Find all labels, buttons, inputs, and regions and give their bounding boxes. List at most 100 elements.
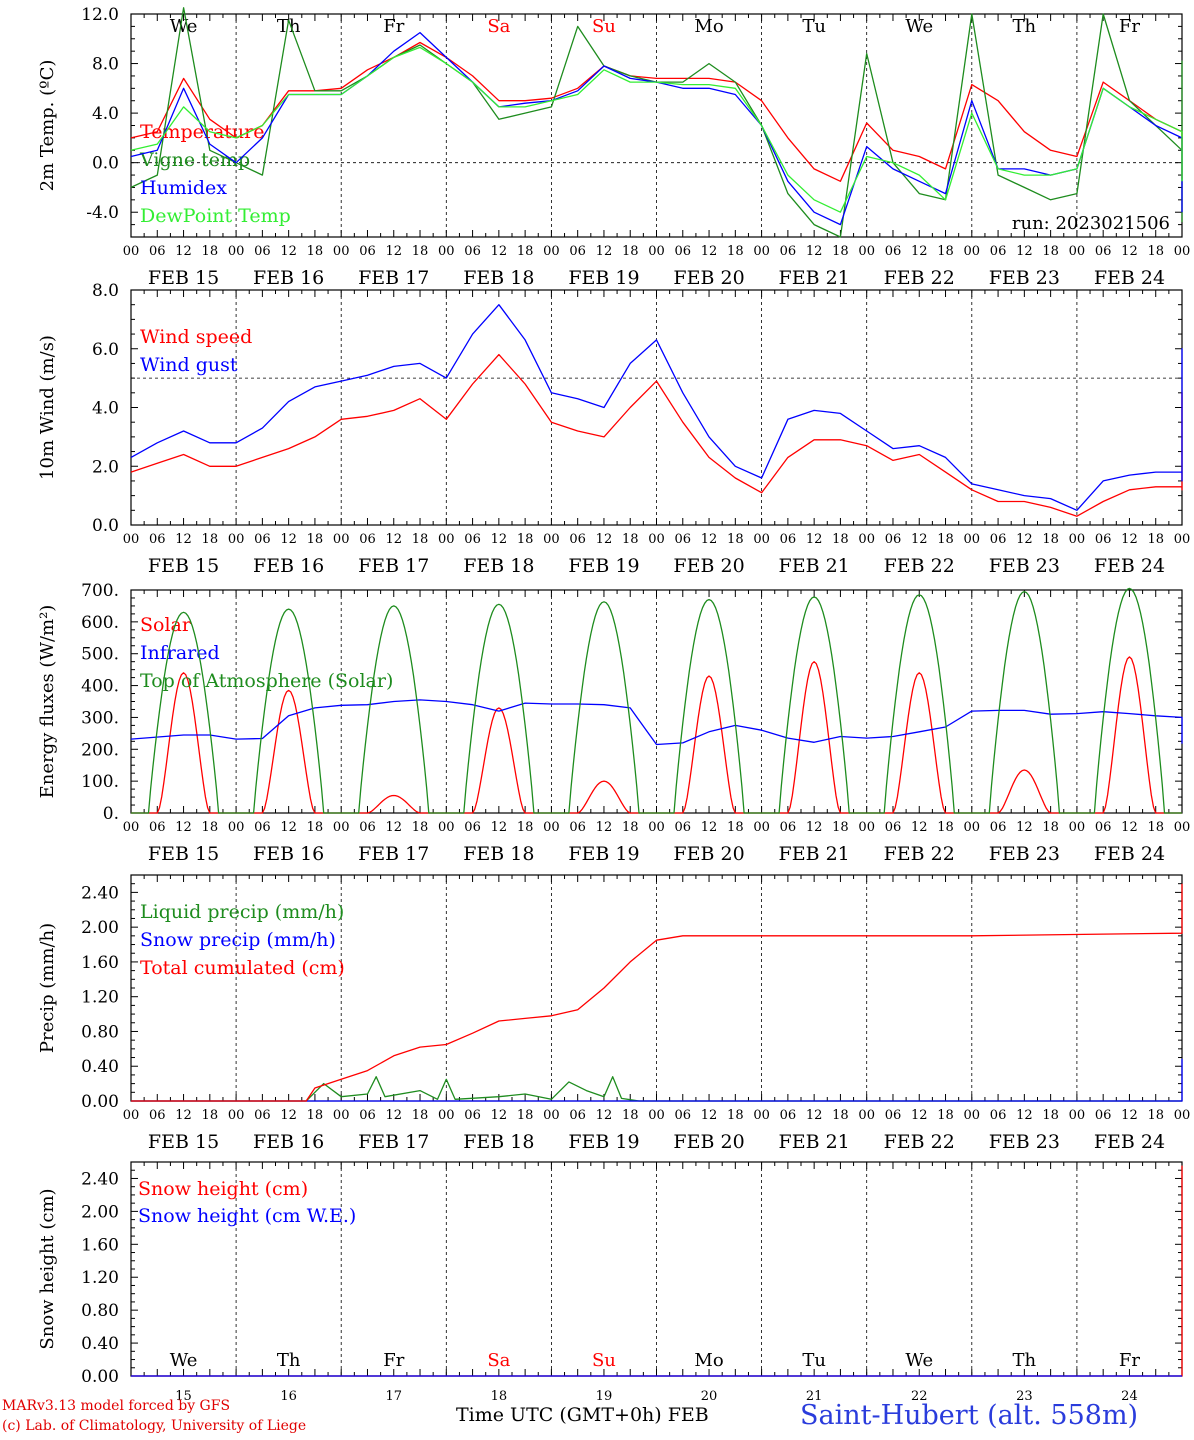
x-date-label: FEB 23 (989, 267, 1060, 289)
x-hour-label: 18 (622, 244, 639, 259)
x-date-label: FEB 23 (989, 1131, 1060, 1153)
x-date-label: FEB 18 (463, 1131, 534, 1153)
x-hour-label: 06 (254, 1108, 271, 1123)
y-axis-label: Energy fluxes (W/m²) (37, 605, 58, 799)
x-hour-label: 00 (543, 244, 560, 259)
y-tick-label: 600. (81, 613, 119, 633)
x-hour-label: 00 (648, 1108, 665, 1123)
y-tick-label: 0.0 (92, 516, 119, 536)
x-hour-label: 18 (727, 1108, 744, 1123)
x-hour-label: 00 (543, 532, 560, 547)
x-hour-label: 06 (990, 820, 1007, 835)
y-tick-label: 1.60 (81, 1235, 119, 1255)
x-hour-label: 18 (307, 244, 324, 259)
y-tick-label: 200. (81, 740, 119, 760)
x-hour-label: 00 (964, 244, 981, 259)
chart-panel-4: 2.40 2.00 1.60 1.20 0.80 0.40 0.00 Precip (mm/h… (37, 874, 1190, 1153)
x-hour-label: 18 (307, 532, 324, 547)
y-tick-label: 4.0 (92, 104, 119, 124)
x-hour-label: 18 (307, 820, 324, 835)
x-hour-label: 12 (701, 820, 718, 835)
x-hour-label: 06 (254, 532, 271, 547)
x-hour-label: 00 (648, 820, 665, 835)
x-hour-label: 00 (1069, 820, 1086, 835)
x-hour-label: 00 (438, 1108, 455, 1123)
x-hour-label: 18 (1042, 244, 1059, 259)
x-date-label: FEB 17 (358, 555, 429, 577)
series-line (131, 1165, 1183, 1377)
x-hour-label: 18 (412, 1108, 429, 1123)
series-line (131, 883, 1183, 1102)
weekday-label: Tu (802, 16, 826, 37)
y-axis-label: Precip (mm/h) (37, 923, 58, 1053)
x-hour-label: 06 (254, 820, 271, 835)
x-hour-label: 18 (1147, 820, 1164, 835)
weekday-label: Fr (383, 16, 404, 37)
y-tick-label: 0.0 (92, 154, 119, 174)
series-line (131, 1058, 1183, 1102)
x-hour-label: 12 (491, 1108, 508, 1123)
y-tick-label: 8.0 (92, 281, 119, 301)
x-hour-label: 18 (202, 1108, 219, 1123)
y-axis-label: 2m Temp. (ºC) (37, 60, 58, 192)
x-date-label: FEB 17 (358, 1131, 429, 1153)
x-hour-label: 00 (753, 820, 770, 835)
x-hour-label: 00 (123, 244, 140, 259)
x-hour-label: 06 (780, 820, 797, 835)
weekday-label: Sa (487, 16, 510, 37)
x-hour-label: 00 (648, 532, 665, 547)
x-hour-label: 12 (911, 820, 928, 835)
y-tick-label: 2.00 (81, 1202, 119, 1222)
x-hour-label: 12 (1121, 532, 1138, 547)
y-tick-label: 0.40 (81, 1057, 119, 1077)
x-axis-title: Time UTC (GMT+0h) FEB (456, 1404, 709, 1426)
weekday-label: Th (1013, 16, 1037, 37)
weekday-label: Th (277, 16, 301, 37)
x-hour-label: 00 (964, 532, 981, 547)
x-hour-label: 12 (596, 820, 613, 835)
x-hour-label: 06 (885, 532, 902, 547)
x-date-label: FEB 22 (884, 267, 955, 289)
x-hour-label: 06 (149, 532, 166, 547)
chart-panel-2: 8.0 6.0 4.0 2.0 0.0 10m Wind (m/s) 00 06 12 18 00 0… (37, 281, 1190, 577)
x-hour-label: 18 (517, 1108, 534, 1123)
x-hour-label: 00 (858, 1108, 875, 1123)
x-date-label: FEB 17 (358, 843, 429, 865)
weekday-label: Tu (802, 1350, 826, 1371)
x-date-label: FEB 15 (148, 1131, 219, 1153)
x-date-label: FEB 22 (884, 843, 955, 865)
y-tick-label: 2.40 (81, 883, 119, 903)
chart-panel-1: 12.0 8.0 4.0 0.0 -4.0 2m Temp. (ºC) 00 06 12 18 00… (37, 5, 1190, 289)
plot-frame (130, 13, 1183, 238)
x-hour-label: 00 (123, 1108, 140, 1123)
x-date-label: FEB 19 (568, 555, 639, 577)
x-hour-label: 00 (228, 820, 245, 835)
weekday-label: Sa (487, 1350, 510, 1371)
series-line (131, 587, 1182, 814)
x-hour-label: 06 (675, 820, 692, 835)
weekday-label: We (170, 16, 198, 37)
legend-entry: DewPoint Temp (140, 205, 291, 227)
x-hour-label: 12 (1121, 244, 1138, 259)
x-hour-label: 00 (753, 1108, 770, 1123)
x-hour-label: 18 (727, 820, 744, 835)
x-hour-label: 18 (1042, 820, 1059, 835)
x-hour-label: 06 (464, 1108, 481, 1123)
x-hour-label: 06 (885, 820, 902, 835)
x-hour-label: 00 (1174, 820, 1191, 835)
chart-panel-3: 700. 600. 500. 400. 300. 200. 100. 0. Energy flu… (37, 581, 1190, 865)
x-hour-label: 00 (648, 244, 665, 259)
legend-entry: Solar (140, 614, 192, 636)
x-hour-label: 12 (1016, 244, 1033, 259)
series-line (130, 699, 1183, 746)
y-tick-label: 300. (81, 708, 119, 728)
x-hour-label: 18 (202, 820, 219, 835)
x-hour-label: 06 (1095, 532, 1112, 547)
x-hour-label: 00 (228, 1108, 245, 1123)
x-hour-label: 12 (806, 820, 823, 835)
x-hour-label: 06 (254, 244, 271, 259)
x-day-number: 18 (491, 1389, 508, 1404)
x-hour-label: 06 (569, 820, 586, 835)
series-line (130, 304, 1183, 511)
x-hour-label: 18 (832, 532, 849, 547)
